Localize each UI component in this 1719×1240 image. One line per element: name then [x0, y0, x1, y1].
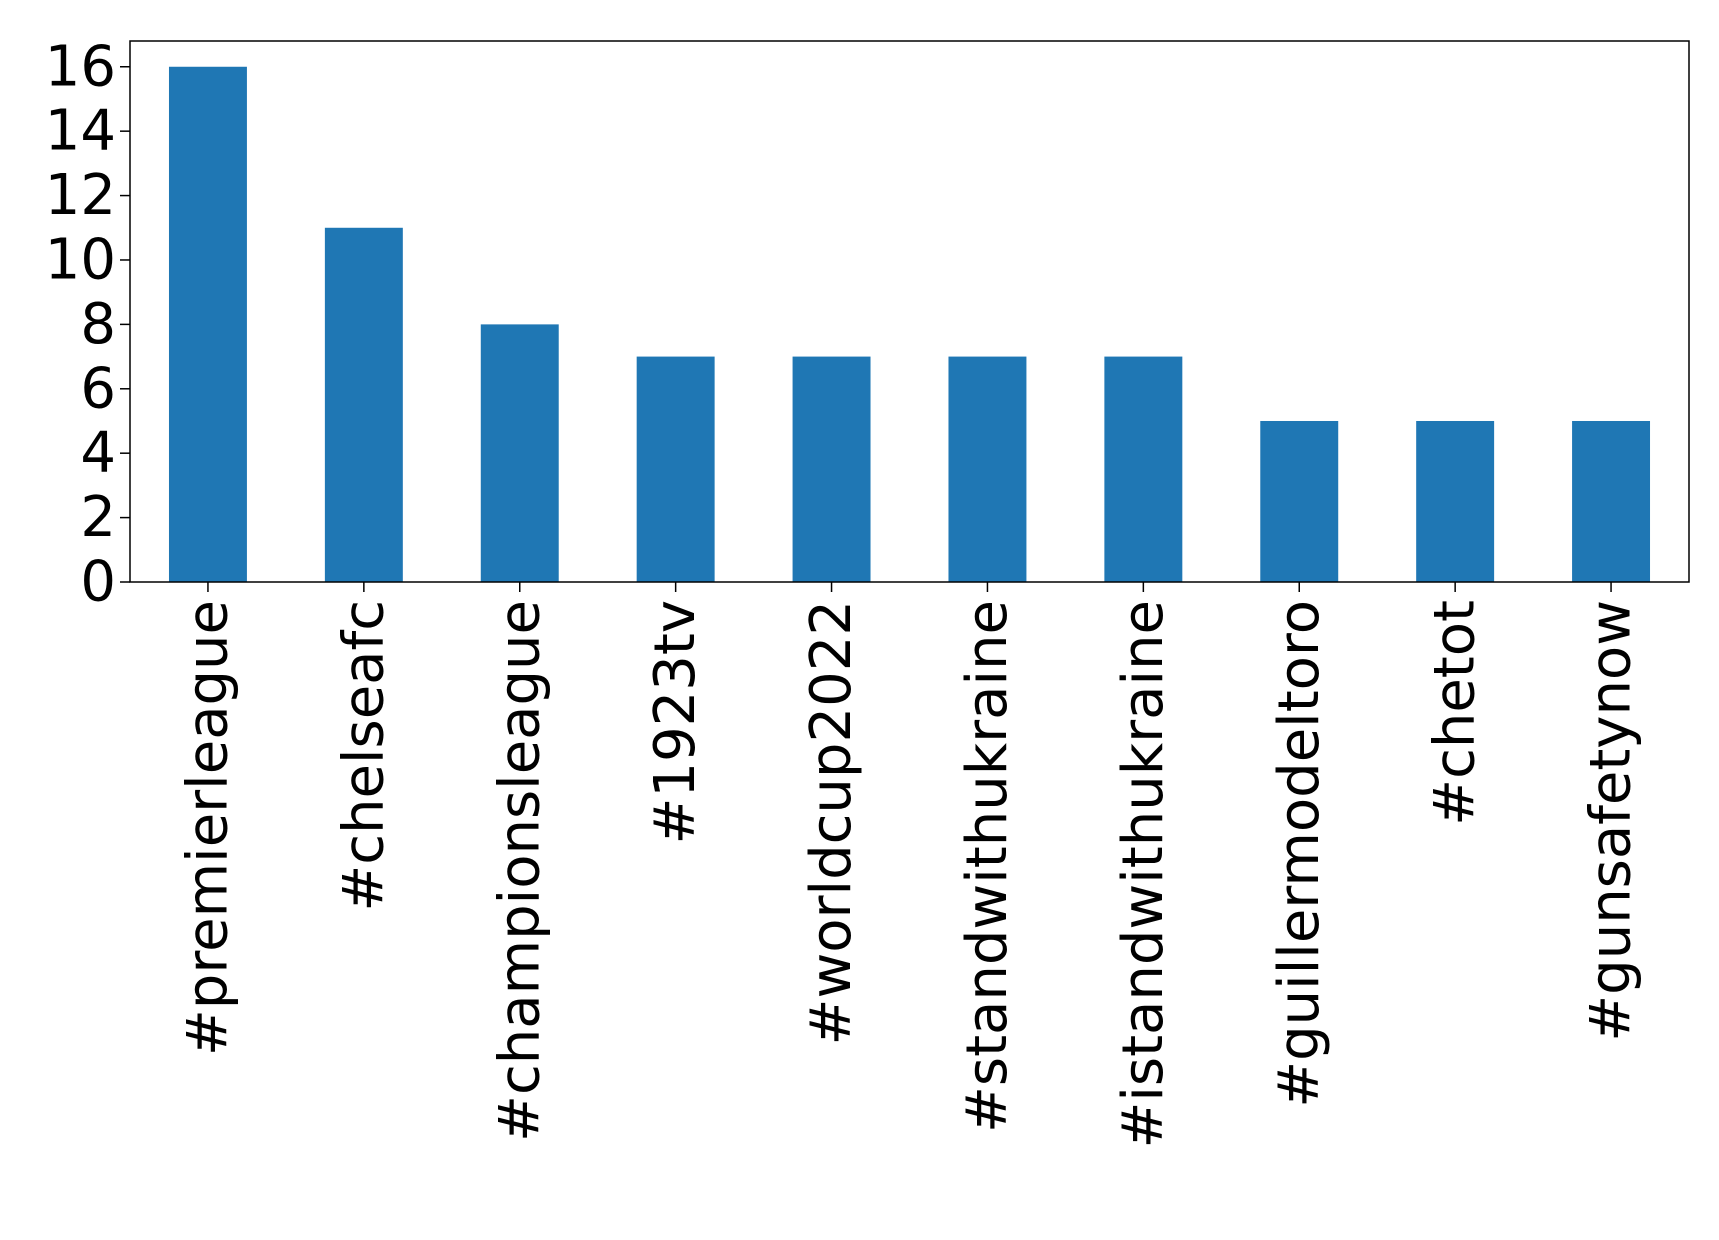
plot-frame — [129, 40, 1690, 583]
x-tick-label: #istandwithukraine — [1111, 600, 1176, 1149]
x-tick-label: #gunsafetynow — [1579, 600, 1644, 1042]
x-tick-label: #chetot — [1423, 600, 1488, 826]
bar-worldcup2022 — [792, 356, 871, 582]
bar-chelseafc — [324, 227, 403, 582]
y-tick-label: 12 — [45, 163, 116, 228]
y-tick-label: 16 — [45, 34, 116, 99]
y-tick-label: 8 — [80, 292, 116, 357]
bar-guillermodeltoro — [1260, 420, 1339, 582]
y-tick-label: 0 — [80, 550, 116, 615]
y-tick-label: 6 — [80, 356, 116, 421]
bar-1923tv — [636, 356, 715, 582]
bar-istandwithukraine — [1104, 356, 1183, 582]
y-tick-label: 10 — [45, 227, 116, 292]
x-tick-label: #guillermodeltoro — [1267, 600, 1332, 1108]
bar-chetot — [1416, 420, 1495, 582]
x-tick-label: #1923tv — [643, 600, 708, 845]
bar-standwithukraine — [948, 356, 1027, 582]
y-tick-label: 4 — [80, 421, 116, 486]
x-tick-label: #standwithukraine — [955, 600, 1020, 1133]
bar-premierleague — [168, 66, 247, 582]
x-tick-label: #championsleague — [487, 600, 552, 1142]
bar-championsleague — [480, 324, 559, 582]
bars-layer — [168, 66, 1651, 582]
x-tick-label: #chelseafc — [331, 600, 396, 912]
x-tick-label: #worldcup2022 — [799, 600, 864, 1045]
x-tick-label: #premierleague — [175, 600, 240, 1056]
x-axis: #premierleague #chelseafc #championsleague… — [175, 582, 1644, 1149]
y-tick-label: 14 — [45, 99, 116, 164]
bar-gunsafetynow — [1572, 420, 1651, 582]
y-tick-label: 2 — [80, 485, 116, 550]
